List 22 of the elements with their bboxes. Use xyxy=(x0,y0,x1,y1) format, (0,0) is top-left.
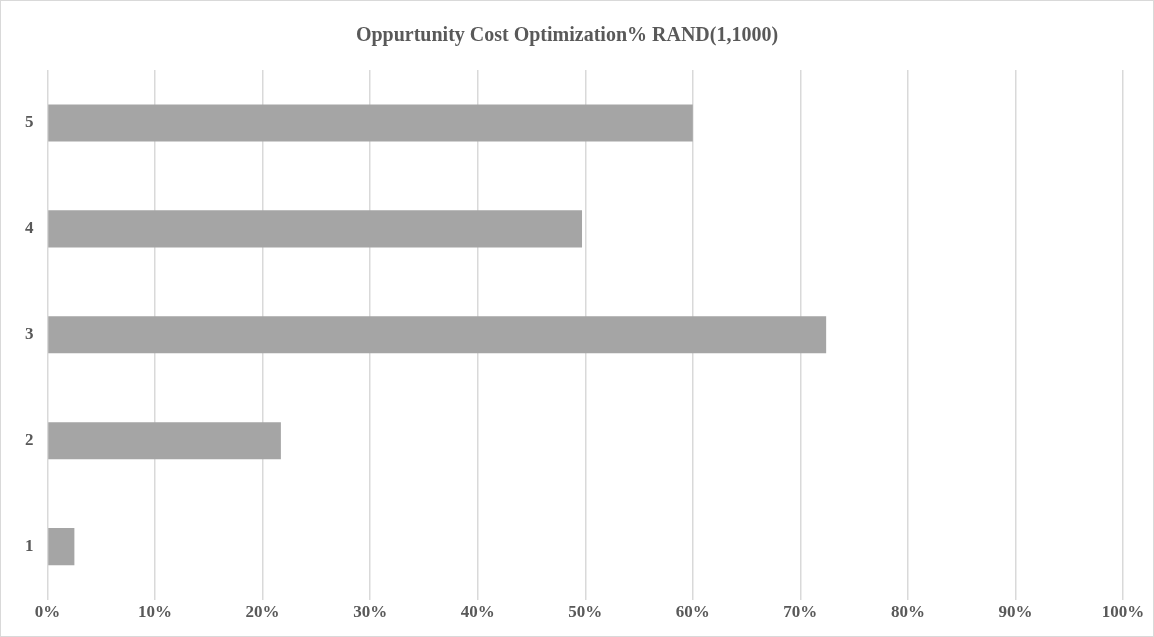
y-tick-label: 3 xyxy=(25,324,34,344)
x-tick-label: 10% xyxy=(138,602,173,622)
x-tick-label: 90% xyxy=(998,602,1033,622)
x-tick-label: 20% xyxy=(245,602,280,622)
x-tick-label: 100% xyxy=(1101,602,1145,622)
y-tick-label: 4 xyxy=(25,218,34,238)
x-tick-label: 0% xyxy=(34,602,61,622)
bar xyxy=(48,422,281,460)
x-tick-label: 40% xyxy=(460,602,495,622)
chart-title: Oppurtunity Cost Optimization% RAND(1,1000) xyxy=(355,23,779,47)
bar xyxy=(48,210,583,248)
bar xyxy=(48,104,693,142)
x-tick-label: 70% xyxy=(783,602,818,622)
y-tick-label: 2 xyxy=(25,430,34,450)
x-tick-label: 60% xyxy=(675,602,710,622)
x-tick-label: 80% xyxy=(890,602,925,622)
bar xyxy=(48,316,827,354)
y-tick-label: 5 xyxy=(25,112,34,132)
bar xyxy=(48,528,75,566)
y-tick-label: 1 xyxy=(25,536,34,556)
x-tick-label: 50% xyxy=(568,602,603,622)
x-tick-label: 30% xyxy=(353,602,388,622)
